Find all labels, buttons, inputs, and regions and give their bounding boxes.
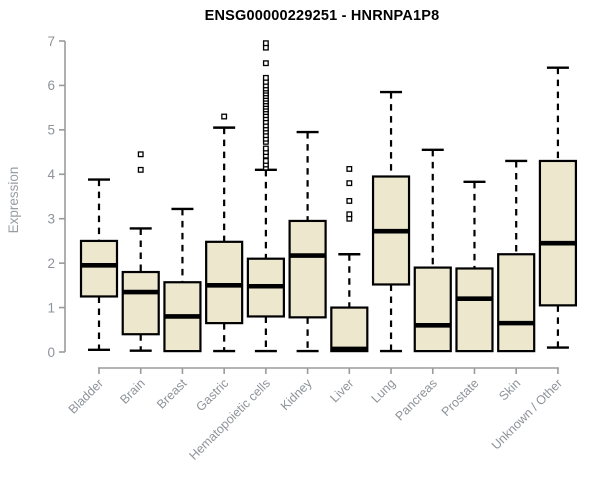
- x-axis-category-label: Skin: [496, 376, 523, 403]
- outlier-point: [137, 166, 144, 173]
- outlier-point: [262, 74, 269, 81]
- x-axis-category-label: Breast: [154, 376, 190, 412]
- x-axis-category-label: Hematopoietic cells: [186, 376, 273, 463]
- outlier-point: [346, 197, 353, 204]
- x-axis-category-label: Bladder: [66, 376, 106, 416]
- y-axis-tick-label: 0: [47, 345, 55, 360]
- y-axis-tick-label: 2: [47, 256, 55, 271]
- chart-title: ENSG00000229251 - HNRNPA1P8: [204, 8, 440, 24]
- box: [413, 266, 452, 353]
- x-axis-category-label: Liver: [327, 376, 356, 405]
- outlier-point: [262, 158, 269, 164]
- x-axis-category-label: Prostate: [439, 376, 482, 419]
- box: [497, 253, 536, 353]
- outlier-point: [346, 165, 353, 172]
- outlier-point: [262, 60, 269, 67]
- outlier-point: [262, 40, 269, 47]
- x-axis-category-label: Pancreas: [393, 376, 440, 423]
- y-axis-tick-label: 4: [47, 167, 55, 182]
- y-axis-title: Expression: [6, 166, 21, 234]
- box: [455, 267, 494, 353]
- outlier-point: [346, 180, 353, 187]
- y-axis-tick-label: 7: [47, 34, 55, 49]
- outlier-point: [137, 151, 144, 158]
- box: [538, 159, 578, 307]
- box: [288, 219, 327, 319]
- box: [205, 240, 244, 325]
- x-axis-category-label: Unknown / Other: [489, 376, 565, 452]
- outlier-point: [262, 145, 269, 152]
- x-axis-category-label: Kidney: [278, 376, 315, 413]
- outlier-point: [346, 211, 353, 218]
- y-axis-tick-label: 5: [47, 123, 55, 138]
- x-axis-category-label: Gastric: [193, 376, 231, 414]
- box: [121, 270, 160, 336]
- y-axis-tick-label: 3: [47, 212, 55, 227]
- box: [330, 306, 369, 353]
- x-axis-category-label: Brain: [117, 376, 148, 407]
- y-axis-tick-label: 6: [47, 78, 55, 93]
- outlier-point: [221, 113, 228, 120]
- box: [79, 239, 119, 298]
- x-axis-category-label: Lung: [369, 376, 399, 406]
- y-axis-tick-label: 1: [47, 300, 55, 315]
